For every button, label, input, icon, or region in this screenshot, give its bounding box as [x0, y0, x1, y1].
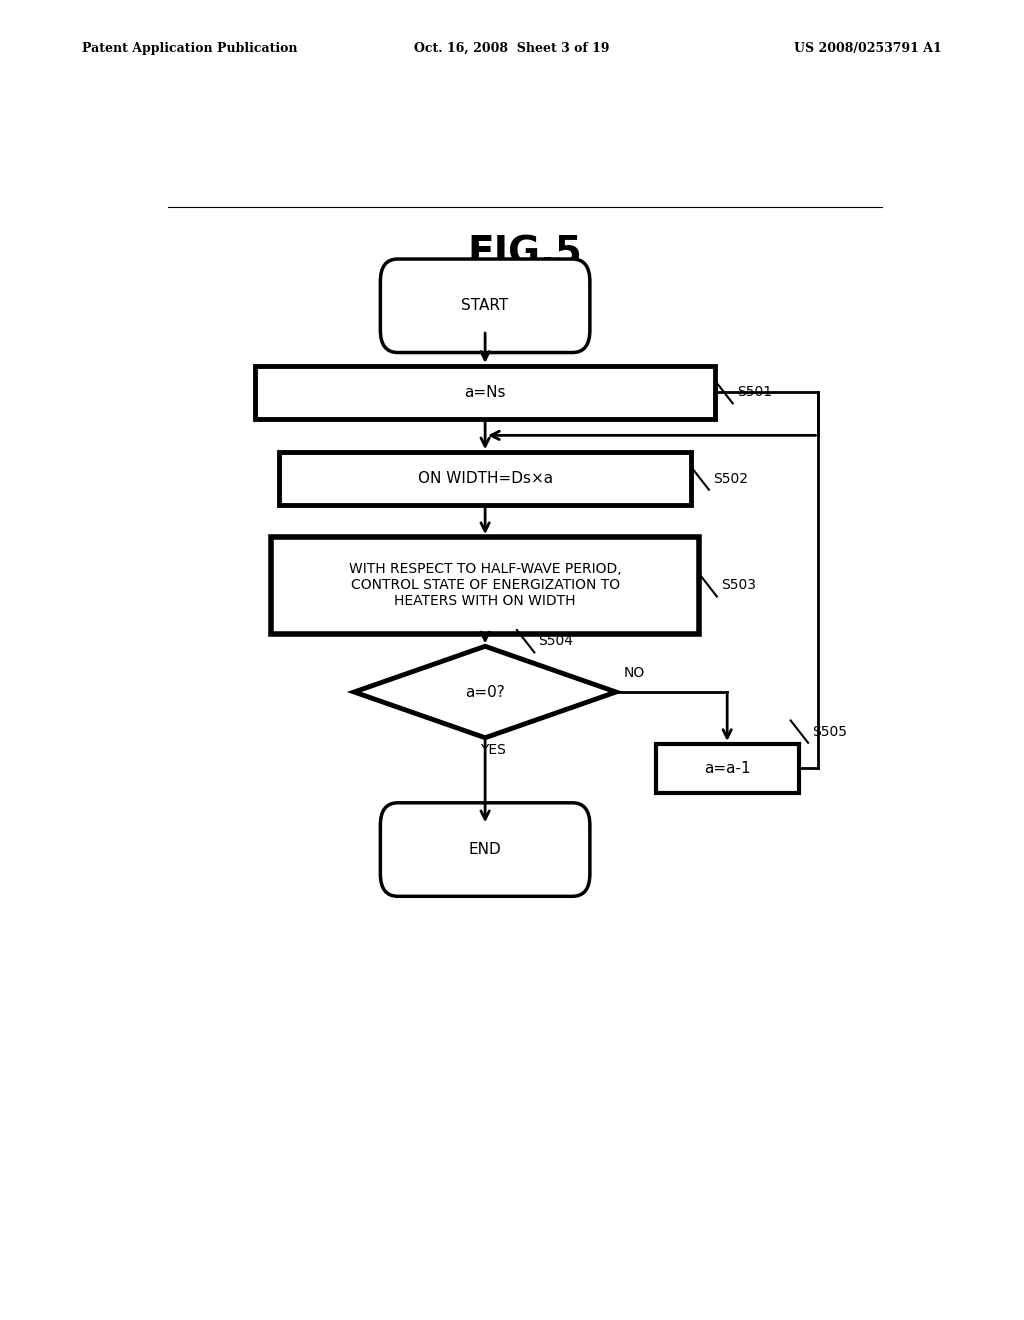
Bar	[270, 537, 699, 634]
Text: END: END	[469, 842, 502, 857]
Text: NO: NO	[624, 665, 645, 680]
Text: FIG.5: FIG.5	[467, 235, 583, 273]
Text: US 2008/0253791 A1: US 2008/0253791 A1	[795, 42, 942, 55]
Text: S502: S502	[713, 471, 748, 486]
Text: ON WIDTH=Ds×a: ON WIDTH=Ds×a	[418, 471, 553, 486]
Text: Oct. 16, 2008  Sheet 3 of 19: Oct. 16, 2008 Sheet 3 of 19	[415, 42, 609, 55]
Text: WITH RESPECT TO HALF-WAVE PERIOD,
CONTROL STATE OF ENERGIZATION TO
HEATERS WITH : WITH RESPECT TO HALF-WAVE PERIOD, CONTRO…	[349, 562, 622, 609]
Bar	[279, 453, 691, 506]
Polygon shape	[354, 647, 616, 738]
Bar	[655, 744, 799, 792]
Text: S503: S503	[721, 578, 756, 593]
FancyBboxPatch shape	[380, 259, 590, 352]
Bar	[255, 366, 715, 418]
Text: a=a-1: a=a-1	[703, 760, 751, 776]
Text: a=0?: a=0?	[465, 685, 505, 700]
Text: START: START	[462, 298, 509, 313]
Text: S504: S504	[539, 634, 573, 648]
Text: S501: S501	[736, 385, 772, 399]
Text: YES: YES	[480, 743, 506, 756]
Text: a=Ns: a=Ns	[464, 384, 506, 400]
Text: Patent Application Publication: Patent Application Publication	[82, 42, 297, 55]
FancyBboxPatch shape	[380, 803, 590, 896]
Text: S505: S505	[812, 725, 847, 739]
